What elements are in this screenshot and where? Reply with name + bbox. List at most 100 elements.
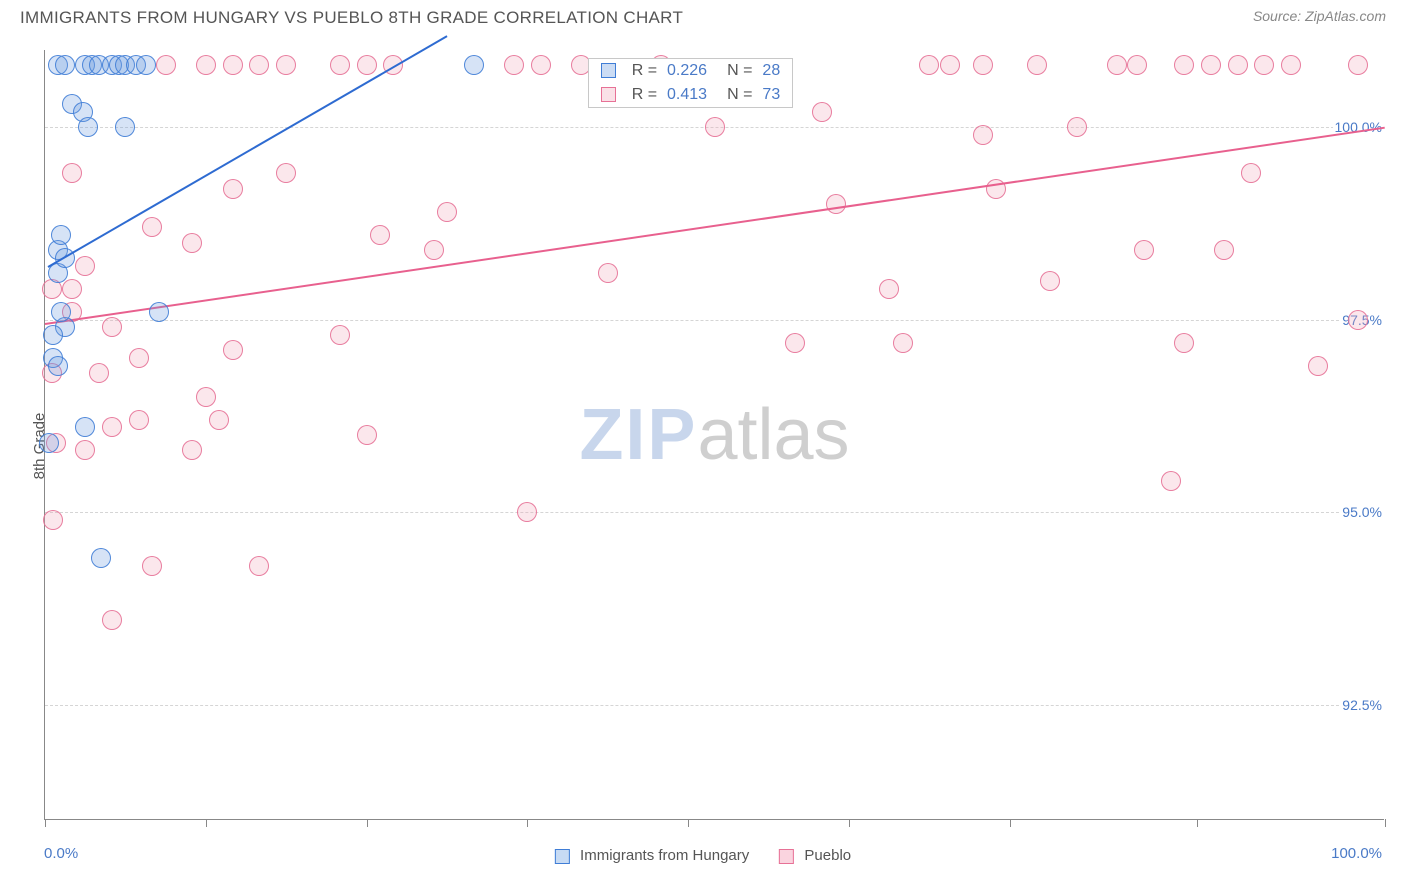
data-point: [156, 55, 176, 75]
legend-swatch-icon: [601, 63, 616, 78]
bottom-legend: Immigrants from Hungary Pueblo: [555, 847, 851, 864]
x-tick: [206, 819, 207, 827]
watermark: ZIPatlas: [579, 394, 849, 476]
data-point: [1348, 310, 1368, 330]
x-tick: [367, 819, 368, 827]
legend-row: R =0.413N =73: [589, 83, 793, 107]
data-point: [182, 440, 202, 460]
data-point: [115, 117, 135, 137]
data-point: [330, 325, 350, 345]
x-tick: [527, 819, 528, 827]
data-point: [209, 410, 229, 430]
data-point: [89, 363, 109, 383]
data-point: [196, 387, 216, 407]
data-point: [149, 302, 169, 322]
data-point: [812, 102, 832, 122]
data-point: [1067, 117, 1087, 137]
data-point: [276, 163, 296, 183]
data-point: [75, 440, 95, 460]
correlation-legend: R = 0.226 N = 28R = 0.413 N = 73: [588, 58, 794, 108]
data-point: [973, 55, 993, 75]
chart-title: IMMIGRANTS FROM HUNGARY VS PUEBLO 8TH GR…: [20, 8, 683, 27]
data-point: [223, 179, 243, 199]
data-point: [504, 55, 524, 75]
x-tick: [45, 819, 46, 827]
data-point: [940, 55, 960, 75]
legend-row: R = 0.226 N = 28: [589, 59, 793, 83]
gridline: [45, 320, 1384, 321]
data-point: [48, 356, 68, 376]
legend-swatch-hungary: [555, 849, 570, 864]
data-point: [223, 340, 243, 360]
legend-item-hungary: Immigrants from Hungary: [555, 847, 749, 864]
data-point: [62, 163, 82, 183]
data-point: [62, 279, 82, 299]
gridline: [45, 512, 1384, 513]
data-point: [1027, 55, 1047, 75]
data-point: [1134, 240, 1154, 260]
data-point: [370, 225, 390, 245]
data-point: [1348, 55, 1368, 75]
data-point: [249, 556, 269, 576]
data-point: [223, 55, 243, 75]
data-point: [43, 510, 63, 530]
data-point: [142, 556, 162, 576]
data-point: [879, 279, 899, 299]
data-point: [973, 125, 993, 145]
n-label: N =: [727, 62, 752, 80]
data-point: [136, 55, 156, 75]
data-point: [102, 417, 122, 437]
data-point: [1281, 55, 1301, 75]
data-point: [517, 502, 537, 522]
data-point: [1201, 55, 1221, 75]
legend-swatch-icon: [601, 87, 616, 102]
data-point: [75, 417, 95, 437]
data-point: [1040, 271, 1060, 291]
data-point: [705, 117, 725, 137]
trend-line: [45, 127, 1385, 325]
scatter-plot-area: ZIPatlas 100.0%97.5%95.0%92.5%R =0.226N …: [44, 50, 1384, 820]
data-point: [182, 233, 202, 253]
data-point: [598, 263, 618, 283]
data-point: [330, 55, 350, 75]
x-tick: [1385, 819, 1386, 827]
x-axis-min-label: 0.0%: [44, 845, 78, 862]
data-point: [1308, 356, 1328, 376]
data-point: [424, 240, 444, 260]
n-label: N =: [727, 86, 752, 104]
data-point: [102, 610, 122, 630]
data-point: [1241, 163, 1261, 183]
x-tick: [688, 819, 689, 827]
x-tick: [1010, 819, 1011, 827]
data-point: [91, 548, 111, 568]
x-tick: [1197, 819, 1198, 827]
source-attribution: Source: ZipAtlas.com: [1253, 8, 1386, 24]
data-point: [1214, 240, 1234, 260]
data-point: [919, 55, 939, 75]
n-value: 73: [762, 86, 780, 104]
data-point: [129, 410, 149, 430]
data-point: [43, 325, 63, 345]
data-point: [785, 333, 805, 353]
data-point: [196, 55, 216, 75]
gridline: [45, 705, 1384, 706]
data-point: [531, 55, 551, 75]
x-tick: [849, 819, 850, 827]
data-point: [142, 217, 162, 237]
data-point: [1174, 333, 1194, 353]
r-value: 0.226: [667, 62, 707, 80]
data-point: [129, 348, 149, 368]
data-point: [1127, 55, 1147, 75]
data-point: [51, 302, 71, 322]
data-point: [78, 117, 98, 137]
legend-swatch-pueblo: [779, 849, 794, 864]
r-label: R =: [632, 62, 657, 80]
data-point: [39, 433, 59, 453]
data-point: [102, 317, 122, 337]
data-point: [1228, 55, 1248, 75]
data-point: [276, 55, 296, 75]
r-value: 0.413: [667, 86, 707, 104]
y-tick-label: 95.0%: [1340, 504, 1384, 520]
n-value: 28: [762, 62, 780, 80]
data-point: [1174, 55, 1194, 75]
